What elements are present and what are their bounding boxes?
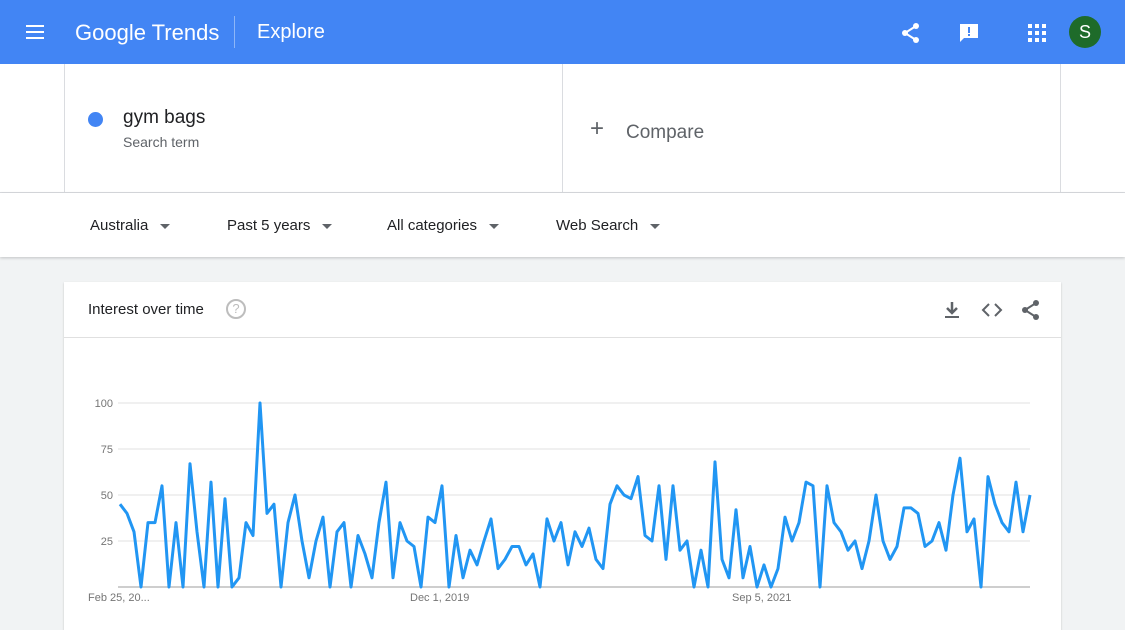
x-tick-label: Dec 1, 2019 (410, 592, 469, 604)
share-icon[interactable] (900, 22, 922, 44)
filter[interactable]: All categories (387, 217, 500, 234)
compare[interactable]: Compare (626, 122, 705, 143)
y-tick-label: 100 (95, 398, 113, 410)
search-term[interactable]: gym bags (123, 107, 206, 128)
y-tick-label: 25 (101, 536, 113, 548)
chart-title: Interest over time (88, 301, 204, 318)
term-dot (88, 112, 103, 127)
term-type: Search term (123, 134, 200, 150)
search-bar: gym bags Search term + Compare (0, 64, 1125, 193)
filter-label: All categories (387, 217, 478, 234)
y-tick-label: 75 (101, 444, 113, 456)
y-tick-label: 50 (101, 490, 113, 502)
filter-label: Past 5 years (227, 217, 311, 234)
logo-trends: Trends (151, 20, 220, 45)
filter[interactable]: Australia (90, 217, 171, 234)
logo-google: Google (75, 20, 146, 45)
download-icon[interactable] (942, 300, 962, 320)
filter[interactable]: Web Search (556, 217, 661, 234)
x-tick-label: Sep 5, 2021 (732, 592, 791, 604)
chart-card: Interest over time ? 25 50 75 100 Feb 25, 20… (64, 282, 1061, 630)
trend-line (118, 401, 1032, 589)
page-title: Explore (257, 21, 325, 43)
menu-icon[interactable] (24, 22, 48, 42)
feedback-icon[interactable] (958, 22, 980, 44)
x-tick-label: Feb 25, 20... (88, 592, 150, 604)
filter-label: Australia (90, 217, 149, 234)
filter[interactable]: Past 5 years (227, 217, 333, 234)
embed-icon[interactable] (981, 300, 1003, 320)
apps-icon[interactable] (1028, 24, 1046, 42)
filter-label: Web Search (556, 217, 639, 234)
share-icon[interactable] (1020, 299, 1042, 321)
chart: 25 50 75 100 Feb 25, 20... Dec 1, 2019 Sep 5, … (88, 398, 1032, 604)
avatar[interactable]: S (1069, 16, 1101, 48)
filter-bar: Australia Past 5 years All categories We… (0, 193, 1125, 257)
header: Google Trends Explore S (0, 0, 1125, 64)
